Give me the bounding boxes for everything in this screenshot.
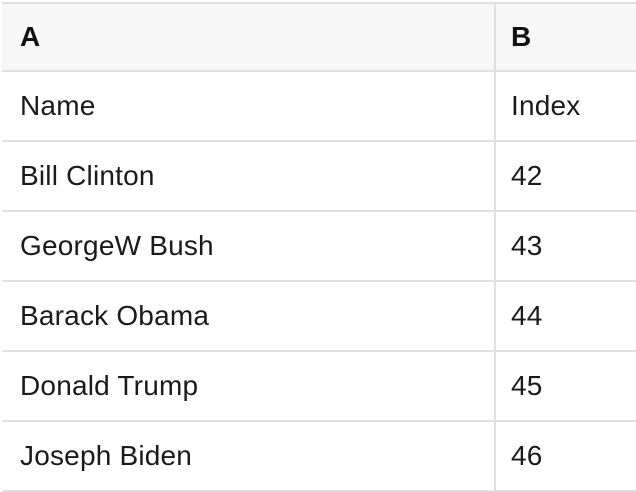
cell-index-barack-obama[interactable]: 44 bbox=[511, 300, 543, 331]
column-header-row: A B bbox=[2, 4, 636, 72]
cell-name-barack-obama[interactable]: Barack Obama bbox=[2, 282, 496, 350]
cell-index-joseph-biden[interactable]: 46 bbox=[511, 440, 543, 471]
cell-name-bill-clinton[interactable]: Bill Clinton bbox=[2, 142, 496, 210]
table-row: Barack Obama 44 bbox=[2, 282, 636, 352]
cell-name-header[interactable]: Name bbox=[2, 72, 496, 140]
cell-index-donald-trump[interactable]: 45 bbox=[511, 370, 543, 401]
column-header-b[interactable]: B bbox=[496, 4, 636, 70]
cell-index-georgew-bush[interactable]: 43 bbox=[511, 230, 543, 261]
table-row: Joseph Biden 46 bbox=[2, 422, 636, 492]
cell-name-georgew-bush[interactable]: GeorgeW Bush bbox=[2, 212, 496, 280]
table-row: Donald Trump 45 bbox=[2, 352, 636, 422]
cell-name-donald-trump[interactable]: Donald Trump bbox=[2, 352, 496, 420]
table-row: Bill Clinton 42 bbox=[2, 142, 636, 212]
cell-index-header[interactable]: Index bbox=[511, 90, 581, 121]
table-row: Name Index bbox=[2, 72, 636, 142]
table-row: GeorgeW Bush 43 bbox=[2, 212, 636, 282]
cell-index-bill-clinton[interactable]: 42 bbox=[511, 160, 543, 191]
cell-name-joseph-biden[interactable]: Joseph Biden bbox=[2, 422, 496, 490]
column-header-a[interactable]: A bbox=[2, 4, 496, 70]
